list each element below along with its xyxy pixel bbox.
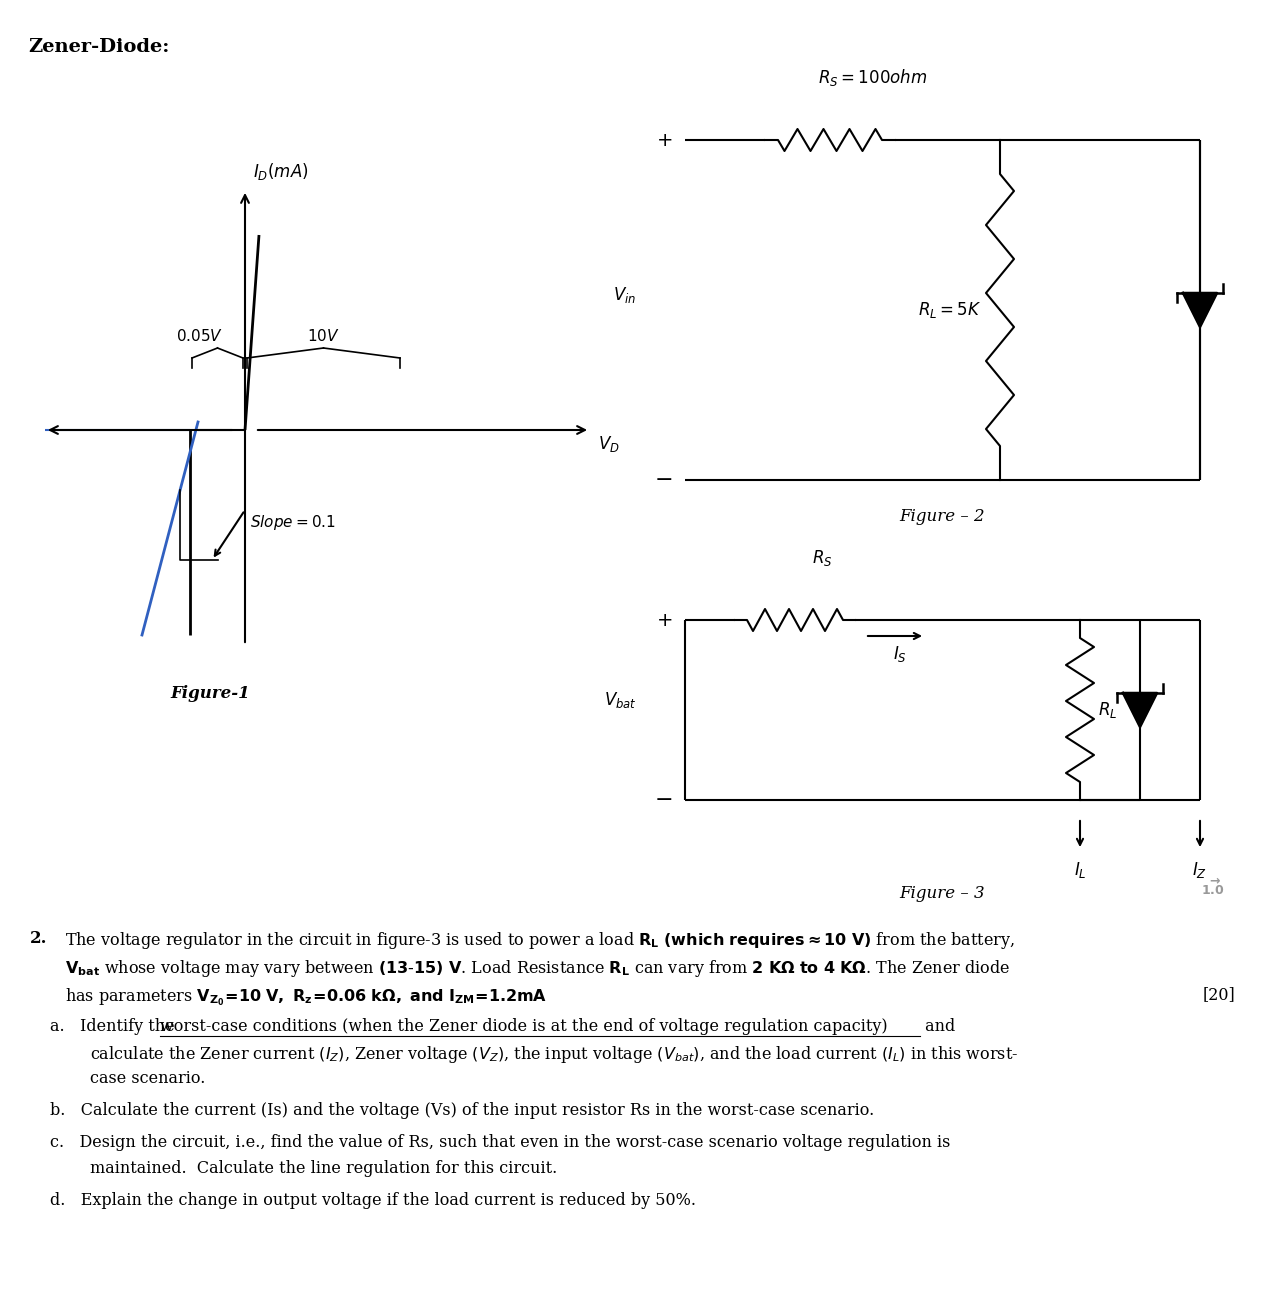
Text: $R_S$: $R_S$: [813, 549, 833, 568]
Text: d.   Explain the change in output voltage if the load current is reduced by 50%.: d. Explain the change in output voltage …: [49, 1192, 696, 1209]
Text: b.   Calculate the current (Is) and the voltage (Vs) of the input resistor Rs in: b. Calculate the current (Is) and the vo…: [49, 1102, 875, 1119]
Text: worst-case conditions (when the Zener diode is at the end of voltage regulation : worst-case conditions (when the Zener di…: [160, 1018, 887, 1035]
Text: 2.: 2.: [30, 930, 48, 947]
Text: $\mathbf{V_{bat}}$ whose voltage may vary between $\mathbf{(13\text{-}15)\ V}$. : $\mathbf{V_{bat}}$ whose voltage may var…: [65, 958, 1010, 979]
Text: $V_{bat}$: $V_{bat}$: [604, 691, 637, 710]
Text: $\mathbf{\overrightarrow{1.0}}$: $\mathbf{\overrightarrow{1.0}}$: [1201, 878, 1225, 899]
Text: $I_Z$: $I_Z$: [1193, 860, 1208, 880]
Text: maintained.  Calculate the line regulation for this circuit.: maintained. Calculate the line regulatio…: [90, 1160, 557, 1177]
Text: $I_D(mA)$: $I_D(mA)$: [253, 162, 309, 182]
Text: $R_S = 100ohm$: $R_S = 100ohm$: [818, 66, 927, 89]
Text: $0.05V$: $0.05V$: [176, 328, 223, 344]
Text: Zener-Diode:: Zener-Diode:: [28, 38, 170, 56]
Text: +: +: [657, 130, 674, 150]
Text: a.   Identify the: a. Identify the: [49, 1018, 180, 1035]
Text: and: and: [920, 1018, 956, 1035]
Text: Figure-1: Figure-1: [170, 685, 249, 702]
Text: $R_L$: $R_L$: [1098, 700, 1118, 721]
Text: [20]: [20]: [1203, 986, 1236, 1003]
Text: The voltage regulator in the circuit in figure-3 is used to power a load $\mathb: The voltage regulator in the circuit in …: [65, 930, 1015, 951]
Text: $V_{in}$: $V_{in}$: [614, 285, 637, 305]
Text: c.   Design the circuit, i.e., find the value of Rs, such that even in the worst: c. Design the circuit, i.e., find the va…: [49, 1134, 951, 1151]
Text: $I_S$: $I_S$: [893, 644, 906, 665]
Text: −: −: [655, 470, 674, 490]
Text: $I_L$: $I_L$: [1074, 860, 1086, 880]
Text: calculate the Zener current $(I_Z)$, Zener voltage $(V_Z)$, the input voltage $(: calculate the Zener current $(I_Z)$, Zen…: [90, 1044, 1018, 1065]
Text: case scenario.: case scenario.: [90, 1070, 205, 1087]
Polygon shape: [1123, 693, 1157, 727]
Text: $R_L = 5K$: $R_L = 5K$: [918, 300, 982, 321]
Text: $Slope = 0.1$: $Slope = 0.1$: [249, 513, 335, 532]
Text: has parameters $\mathbf{V_{Z_0}\!=\!10\ V,\ R_z\!=\!0.06\ k\Omega,\ and\ I_{ZM}\: has parameters $\mathbf{V_{Z_0}\!=\!10\ …: [65, 986, 547, 1007]
Text: Figure – 2: Figure – 2: [900, 508, 985, 525]
Text: −: −: [655, 790, 674, 810]
Polygon shape: [1182, 293, 1217, 327]
Text: +: +: [657, 611, 674, 629]
Text: $V_D$: $V_D$: [598, 434, 620, 453]
Text: $10V$: $10V$: [308, 328, 339, 344]
Text: Figure – 3: Figure – 3: [900, 885, 985, 902]
